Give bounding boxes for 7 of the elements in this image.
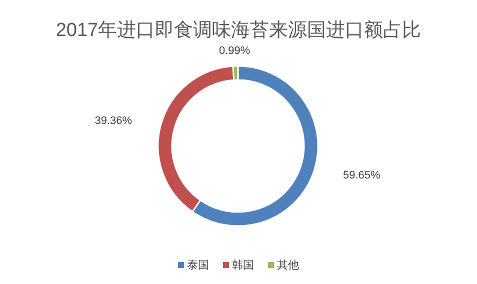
legend-label: 其他 [277, 258, 299, 272]
data-label: 0.99% [218, 45, 250, 58]
chart-title: 2017年进口即食调味海苔来源国进口额占比 [56, 19, 422, 41]
legend-label: 韩国 [232, 258, 254, 272]
data-label: 59.65% [342, 170, 381, 182]
data-label: 39.36% [94, 115, 132, 128]
legend-label: 泰国 [187, 260, 209, 272]
